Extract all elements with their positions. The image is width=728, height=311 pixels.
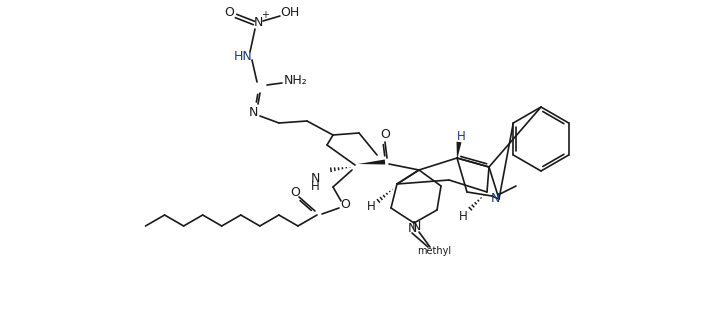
Text: H: H [311, 180, 320, 193]
Text: NH₂: NH₂ [284, 75, 308, 87]
Text: O: O [340, 198, 350, 211]
Text: N: N [248, 106, 258, 119]
Text: O: O [224, 7, 234, 20]
Text: H: H [367, 199, 376, 212]
Text: O: O [290, 185, 300, 198]
Text: OH: OH [280, 6, 300, 18]
Text: N: N [411, 220, 421, 234]
Text: N: N [491, 192, 499, 205]
Text: HN: HN [234, 50, 253, 63]
Text: +: + [261, 10, 269, 20]
Text: N: N [407, 221, 416, 234]
Text: N: N [310, 171, 320, 184]
Text: O: O [380, 128, 390, 142]
Text: H: H [456, 129, 465, 142]
Text: methyl: methyl [417, 246, 451, 256]
Polygon shape [456, 142, 462, 160]
Polygon shape [358, 160, 385, 165]
Text: N: N [253, 16, 263, 29]
Text: H: H [459, 210, 467, 222]
